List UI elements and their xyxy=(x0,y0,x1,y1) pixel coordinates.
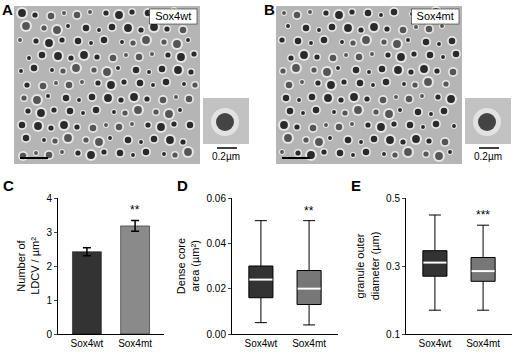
svg-text:B: B xyxy=(264,1,275,18)
svg-text:Sox4mt: Sox4mt xyxy=(466,338,500,349)
svg-text:0.2µm: 0.2µm xyxy=(212,151,240,162)
svg-text:***: *** xyxy=(476,208,490,222)
html-text:C: C xyxy=(3,177,14,194)
svg-text:0.00: 0.00 xyxy=(207,329,227,340)
svg-text:3: 3 xyxy=(46,227,52,238)
svg-text:0.5: 0.5 xyxy=(386,193,400,204)
svg-text:Sox4wt: Sox4wt xyxy=(419,338,452,349)
svg-text:Sox4wt: Sox4wt xyxy=(245,338,278,349)
svg-text:**: ** xyxy=(130,203,140,217)
svg-text:1: 1 xyxy=(46,295,52,306)
html-text:D: D xyxy=(177,177,188,194)
svg-text:2: 2 xyxy=(46,261,52,272)
svg-text:A: A xyxy=(2,1,13,18)
svg-text:0.06: 0.06 xyxy=(207,193,227,204)
svg-text:Dense corearea (µm²): Dense corearea (µm²) xyxy=(175,238,201,294)
svg-text:4: 4 xyxy=(46,193,52,204)
svg-text:0.04: 0.04 xyxy=(207,238,227,249)
svg-text:Number ofLDCV / µm²: Number ofLDCV / µm² xyxy=(15,237,41,295)
svg-text:0: 0 xyxy=(46,329,52,340)
svg-text:Sox4mt: Sox4mt xyxy=(118,338,152,349)
svg-text:0.2µm: 0.2µm xyxy=(474,151,502,162)
svg-text:Sox4wt: Sox4wt xyxy=(155,10,191,22)
svg-text:0.3: 0.3 xyxy=(386,261,400,272)
svg-text:granule outerdiameter (µm): granule outerdiameter (µm) xyxy=(354,232,380,301)
svg-text:Sox4mt: Sox4mt xyxy=(417,10,454,22)
html-text:E: E xyxy=(351,177,361,194)
svg-text:Sox4mt: Sox4mt xyxy=(292,338,326,349)
svg-text:0.1: 0.1 xyxy=(386,329,400,340)
svg-text:Sox4wt: Sox4wt xyxy=(71,338,104,349)
svg-text:0.02: 0.02 xyxy=(207,283,227,294)
svg-text:**: ** xyxy=(304,204,314,218)
